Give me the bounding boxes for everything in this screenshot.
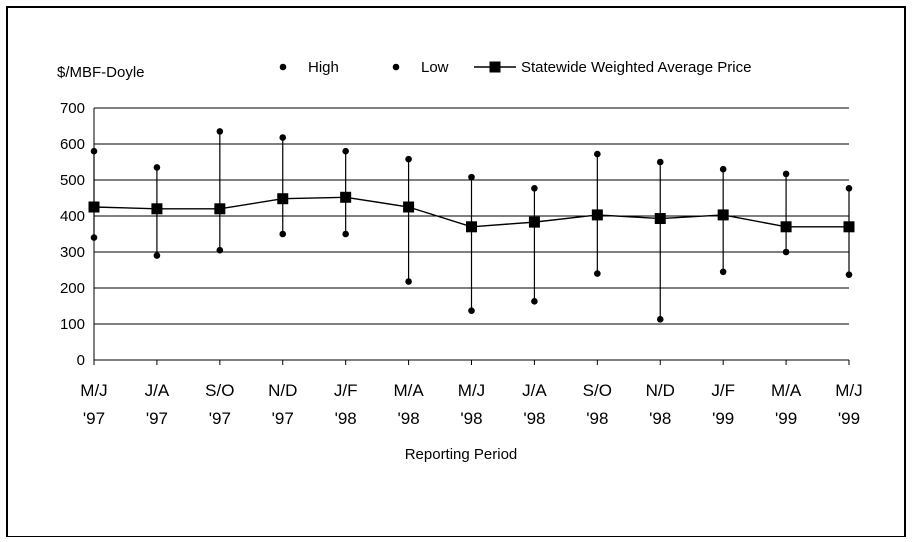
average-point [591,209,603,221]
high-point [531,184,538,192]
low-point [656,316,664,323]
x-tick-label-period: M/A [771,381,802,400]
y-tick-label: 300 [60,244,85,261]
high-point [279,134,287,141]
low-point [216,246,224,254]
x-tick-label-year: '98 [649,409,671,428]
x-tick-label-period: J/F [711,381,735,400]
low-point [845,271,853,278]
high-point [405,155,412,163]
average-point [654,213,666,225]
x-tick-label-period: S/O [205,381,234,400]
high-point [719,165,727,173]
legend-low-label: Low [421,59,449,76]
average-point [214,203,226,215]
low-point [153,252,161,259]
x-tick-label-year: '98 [398,409,420,428]
legend: High Low Statewide Weighted Average Price [279,59,751,76]
low-point [90,234,98,241]
high-point [468,173,475,181]
low-point [782,248,790,256]
legend-low-marker [392,63,400,71]
low-point [279,230,287,238]
high-point [594,150,601,158]
x-tick-label-year: '99 [838,409,860,428]
x-tick-label-year: '97 [209,409,231,428]
legend-high-marker [279,63,287,71]
x-tick-label-year: '99 [712,409,734,428]
low-point [468,307,475,314]
x-tick-label-period: S/O [583,381,612,400]
x-tick-label-period: J/A [145,381,170,400]
y-tick-label: 0 [77,352,85,369]
high-point [656,158,664,166]
high-point [845,184,853,192]
high-point [216,128,224,135]
x-tick-label-period: M/J [80,381,107,400]
high-point [90,147,98,155]
x-tick-label-period: M/J [458,381,485,400]
y-tick-label: 400 [60,208,85,225]
x-tick-label-year: '97 [272,409,294,428]
high-low-ranges [93,131,850,320]
y-axis-label: $/MBF-Doyle [57,64,145,81]
x-tick-label-year: '98 [335,409,357,428]
legend-high-label: High [308,59,339,76]
x-tick-label-year: '97 [83,409,105,428]
y-tick-label: 200 [60,280,85,297]
y-axis-ticks: 0 100 200 300 400 500 600 700 [60,100,85,369]
y-tick-label: 700 [60,100,85,117]
average-point [528,216,540,228]
low-point [405,278,412,285]
high-point [153,164,161,171]
low-point [719,268,727,276]
y-tick-label: 100 [60,316,85,333]
low-point [594,270,601,277]
y-tick-label: 500 [60,172,85,189]
x-tick-label-year: '99 [775,409,797,428]
low-point [342,230,349,238]
x-tick-label-period: N/D [268,381,297,400]
x-tick-label-year: '97 [146,409,168,428]
high-point [342,147,349,155]
legend-avg-marker [489,61,501,73]
average-point [466,221,477,233]
average-point [843,221,855,233]
average-point [717,209,729,221]
data-markers [88,128,855,323]
x-tick-label-year: '98 [586,409,608,428]
x-tick-label-period: J/F [334,381,358,400]
x-tick-label-period: N/D [646,381,675,400]
average-point [403,201,415,213]
chart-border [6,6,906,538]
x-axis: M/J '97 J/A '97 S/O '97 N/D '97 J/F '98 M/A '98 M/J '… [80,108,863,428]
x-tick-label-period: J/A [522,381,547,400]
x-tick-label-year: '98 [460,409,482,428]
x-tick-label-period: M/J [835,381,862,400]
average-point [340,191,352,203]
x-tick-label-period: M/A [393,381,424,400]
x-axis-label: Reporting Period [405,446,518,463]
low-point [531,298,538,305]
average-point [88,201,100,213]
average-point [277,193,289,205]
average-point [780,221,792,233]
y-tick-label: 600 [60,136,85,153]
high-point [782,170,790,178]
x-tick-label-year: '98 [523,409,545,428]
legend-avg-label: Statewide Weighted Average Price [521,59,751,76]
average-point [151,203,163,215]
